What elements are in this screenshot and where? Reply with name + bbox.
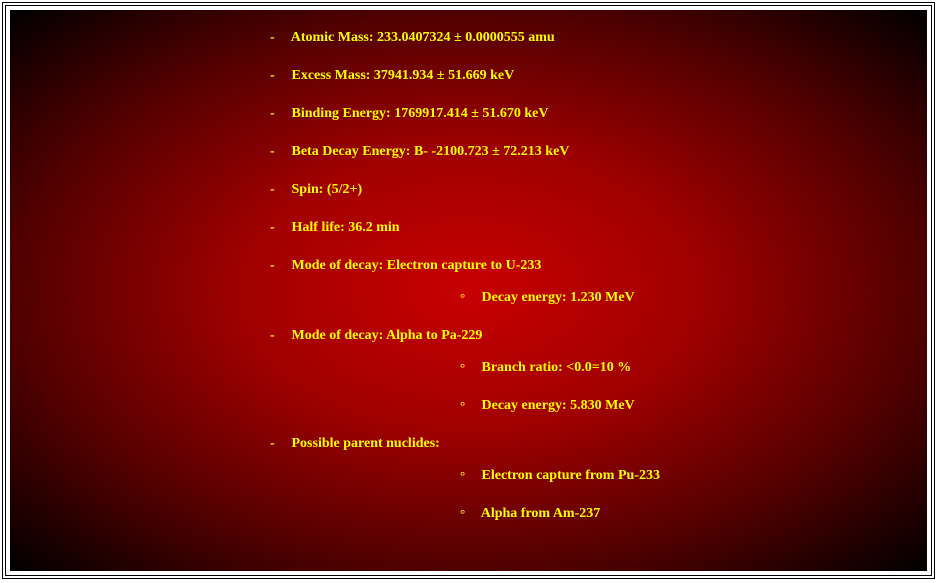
bullet-dash: - xyxy=(270,106,288,122)
bullet-dash: - xyxy=(270,68,288,84)
sub-list-item: ° Decay energy: 5.830 MeV xyxy=(460,398,907,414)
list-item: - Half life: 36.2 min xyxy=(270,220,907,236)
bullet-degree: ° xyxy=(460,468,478,484)
list-item: - Mode of decay: Electron capture to U-2… xyxy=(270,258,907,274)
sub-list: ° Decay energy: 1.230 MeV xyxy=(460,290,907,306)
sub-list: ° Electron capture from Pu-233 ° Alpha f… xyxy=(460,468,907,522)
sub-item-text: Electron capture from Pu-233 xyxy=(482,468,660,483)
sub-list-item: ° Decay energy: 1.230 MeV xyxy=(460,290,907,306)
bullet-degree: ° xyxy=(460,290,478,306)
item-text: Excess Mass: 37941.934 ± 51.669 keV xyxy=(292,68,515,83)
sub-list-item: ° Alpha from Am-237 xyxy=(460,506,907,522)
sub-item-text: Alpha from Am-237 xyxy=(481,506,601,521)
bullet-dash: - xyxy=(270,182,288,198)
inner-frame: - Atomic Mass: 233.0407324 ± 0.0000555 a… xyxy=(5,5,932,576)
bullet-dash: - xyxy=(270,258,288,274)
item-text: Possible parent nuclides: xyxy=(292,436,440,451)
nuclide-property-list: - Atomic Mass: 233.0407324 ± 0.0000555 a… xyxy=(270,30,907,544)
bullet-dash: - xyxy=(270,220,288,236)
item-text: Spin: (5/2+) xyxy=(292,182,363,197)
bullet-degree: ° xyxy=(460,360,478,376)
list-item: - Atomic Mass: 233.0407324 ± 0.0000555 a… xyxy=(270,30,907,46)
item-text: Mode of decay: Alpha to Pa-229 xyxy=(292,328,483,343)
bullet-degree: ° xyxy=(460,506,478,522)
item-text: Half life: 36.2 min xyxy=(292,220,400,235)
content-panel: - Atomic Mass: 233.0407324 ± 0.0000555 a… xyxy=(10,10,927,571)
bullet-dash: - xyxy=(270,144,288,160)
item-text: Binding Energy: 1769917.414 ± 51.670 keV xyxy=(292,106,549,121)
item-text: Mode of decay: Electron capture to U-233 xyxy=(292,258,542,273)
sub-list-item: ° Electron capture from Pu-233 xyxy=(460,468,907,484)
list-item: - Excess Mass: 37941.934 ± 51.669 keV xyxy=(270,68,907,84)
bullet-dash: - xyxy=(270,436,288,452)
list-item: - Beta Decay Energy: B- -2100.723 ± 72.2… xyxy=(270,144,907,160)
bullet-degree: ° xyxy=(460,398,478,414)
list-item: - Binding Energy: 1769917.414 ± 51.670 k… xyxy=(270,106,907,122)
list-item: - Possible parent nuclides: xyxy=(270,436,907,452)
sub-list: ° Branch ratio: <0.0=10 % ° Decay energy… xyxy=(460,360,907,414)
outer-frame: - Atomic Mass: 233.0407324 ± 0.0000555 a… xyxy=(2,2,935,579)
sub-item-text: Branch ratio: <0.0=10 % xyxy=(482,360,632,375)
bullet-dash: - xyxy=(270,30,288,46)
sub-list-item: ° Branch ratio: <0.0=10 % xyxy=(460,360,907,376)
list-item: - Mode of decay: Alpha to Pa-229 xyxy=(270,328,907,344)
sub-item-text: Decay energy: 5.830 MeV xyxy=(482,398,635,413)
item-text: Beta Decay Energy: B- -2100.723 ± 72.213… xyxy=(292,144,570,159)
item-text: Atomic Mass: 233.0407324 ± 0.0000555 amu xyxy=(291,30,555,45)
sub-item-text: Decay energy: 1.230 MeV xyxy=(482,290,635,305)
list-item: - Spin: (5/2+) xyxy=(270,182,907,198)
bullet-dash: - xyxy=(270,328,288,344)
